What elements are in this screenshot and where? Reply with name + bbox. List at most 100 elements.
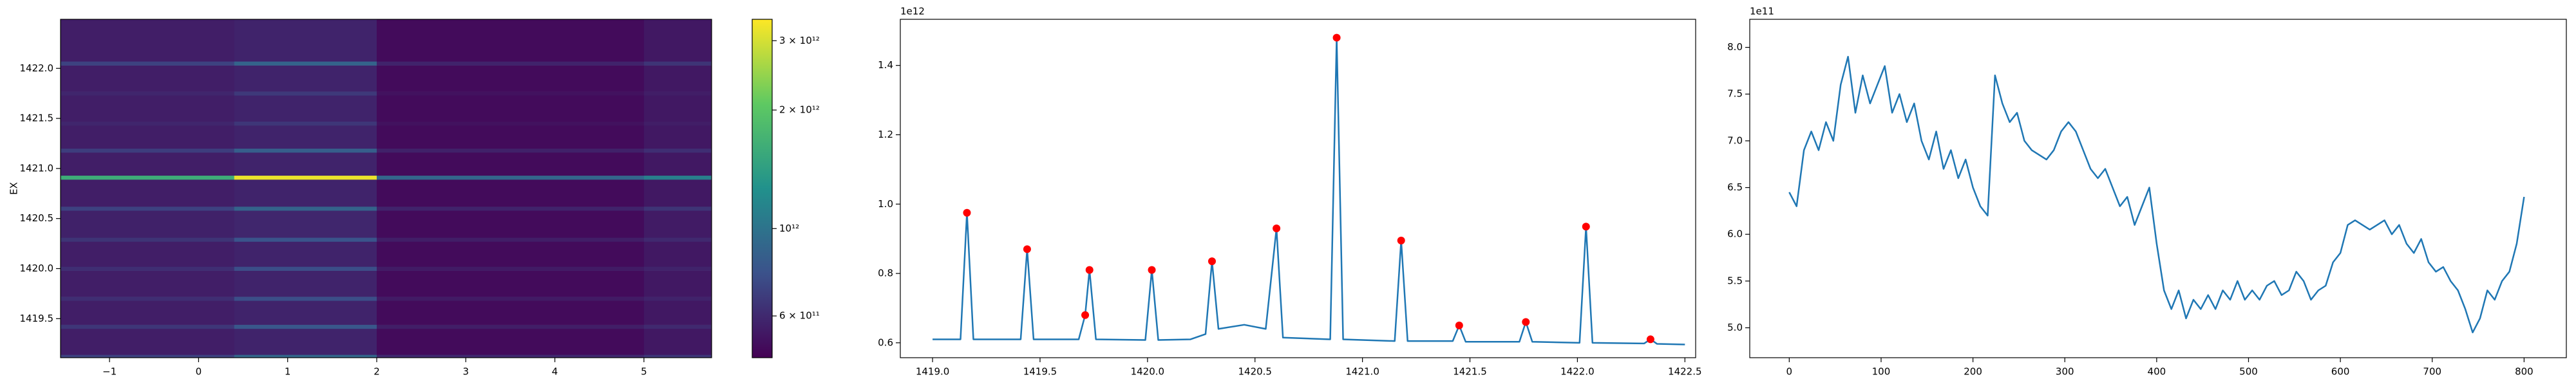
axes-frame: [60, 19, 712, 358]
colorbar: [752, 19, 773, 358]
heatmap-cell: [376, 61, 645, 66]
x-tick-label: 400: [2148, 366, 2166, 378]
peak-marker: [1646, 335, 1654, 344]
data-line: [1788, 55, 2525, 334]
x-tick-label: 1419.5: [1023, 366, 1057, 378]
heatmap-cell: [234, 297, 377, 301]
heatmap-cell: [643, 65, 712, 92]
offset-label: 1e12: [900, 6, 925, 17]
y-tick-label: 8.0: [1727, 41, 1743, 53]
heatmap-cell: [376, 324, 645, 329]
y-tick-label: 1421.0: [20, 162, 54, 174]
heatmap-cell: [643, 121, 712, 126]
heatmap-cell: [376, 19, 645, 62]
heatmap-cell: [643, 241, 712, 267]
heatmap-cell: [61, 354, 235, 358]
heatmap-cell: [643, 125, 712, 149]
heatmap-cell: [61, 61, 235, 66]
heatmap-cell: [643, 354, 712, 358]
plot-area: [933, 33, 1685, 345]
y-tick-label: 5.0: [1727, 322, 1743, 333]
heatmap-cell: [234, 207, 377, 211]
heatmap-cell: [234, 19, 377, 62]
y-tick-label: 1.0: [878, 198, 893, 210]
peak-marker: [1273, 224, 1281, 232]
heatmap-cell: [234, 210, 377, 238]
heatmap-cell: [376, 179, 645, 207]
heatmap-cell: [643, 297, 712, 301]
heatmap-cell: [234, 95, 377, 122]
heatmap-cell: [376, 354, 645, 358]
x-tick-label: 200: [1964, 366, 1982, 378]
peak-marker: [1332, 33, 1341, 42]
x-tick-label: 1419.0: [916, 366, 950, 378]
data-line: [933, 37, 1685, 345]
peak-marker: [1582, 223, 1590, 231]
heatmap-cell: [61, 65, 235, 92]
heatmap-cell: [234, 179, 377, 207]
peak-marker: [1455, 321, 1463, 329]
peak-marker: [1208, 257, 1216, 266]
heatmap-cell: [61, 324, 235, 329]
heatmap-cell: [376, 207, 645, 211]
y-tick-label: 0.8: [878, 268, 893, 279]
plot-area: [1788, 55, 2525, 334]
x-tick-label: 2: [374, 366, 380, 378]
y-tick-label: 6.0: [1727, 228, 1743, 240]
heatmap-cell: [376, 297, 645, 301]
heatmap-cell: [61, 95, 235, 122]
heatmap-cell: [376, 148, 645, 153]
x-tick-label: 100: [1872, 366, 1891, 378]
heatmap-cell: [234, 270, 377, 297]
y-tick-label: 0.6: [878, 336, 893, 348]
heatmap-cell: [61, 121, 235, 126]
y-tick-label: 7.0: [1727, 134, 1743, 146]
heatmap-cell: [61, 270, 235, 297]
heatmap-cell: [61, 148, 235, 153]
colorbar-tick-label: 10¹²: [779, 223, 799, 234]
heatmap-cell: [234, 121, 377, 126]
heatmap-cell: [376, 237, 645, 242]
x-tick-label: 4: [552, 366, 558, 378]
colorbar-tick-label: 3 × 10¹²: [779, 35, 820, 46]
heatmap-cell: [61, 241, 235, 267]
heatmap-cell: [61, 91, 235, 96]
axes-frame: [900, 19, 1696, 358]
colorbar-tick-label: 2 × 10¹²: [779, 104, 820, 116]
heatmap-cell: [376, 65, 645, 92]
heatmap-cell: [376, 241, 645, 267]
heatmap-cell: [376, 152, 645, 176]
x-tick-label: 1: [285, 366, 291, 378]
heatmap-cell: [61, 328, 235, 355]
heatmap-cell: [234, 125, 377, 149]
heatmap-cell: [643, 207, 712, 211]
peak-marker: [1522, 318, 1530, 326]
y-tick-label: 1421.5: [20, 113, 54, 124]
heatmap-cell: [376, 121, 645, 126]
heatmap-cell: [643, 95, 712, 122]
heatmap-cell: [61, 179, 235, 207]
heatmap-cell: [643, 175, 712, 180]
heatmap-cell: [376, 175, 645, 180]
heatmap-cell: [643, 210, 712, 238]
heatmap-cell: [61, 125, 235, 149]
heatmap-cell: [234, 241, 377, 267]
heatmap-cell: [376, 300, 645, 325]
heatmap-cell: [376, 266, 645, 271]
heatmap-cell: [643, 266, 712, 271]
peak-marker: [1397, 236, 1405, 244]
x-tick-label: 1420.0: [1131, 366, 1165, 378]
x-tick-label: 5: [641, 366, 647, 378]
x-tick-label: 3: [463, 366, 469, 378]
heatmap-cell: [234, 152, 377, 176]
heatmap-cell: [234, 300, 377, 325]
peak-marker: [1085, 266, 1094, 274]
heatmap-cell: [376, 328, 645, 355]
heatmap-cell: [376, 270, 645, 297]
x-tick-label: 0: [1786, 366, 1793, 378]
peak-marker: [1081, 311, 1090, 319]
y-tick-label: 5.5: [1727, 275, 1743, 286]
heatmap-cell: [643, 61, 712, 66]
y-tick-label: 1419.5: [20, 313, 54, 324]
